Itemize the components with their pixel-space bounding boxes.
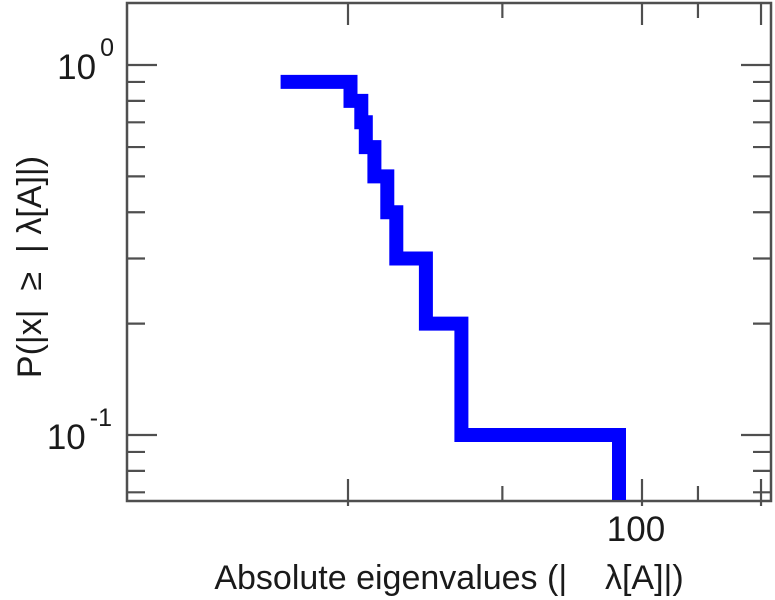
y-tick-label-1e0-base: 10 [57, 48, 97, 87]
y-tick-label-1e-1: 10 -1 [46, 406, 112, 457]
x-tick-label-100: 100 [606, 510, 666, 549]
plot-frame [125, 1, 773, 503]
ccdf-curve [280, 74, 626, 500]
y-tick-label-1e-1-exponent: -1 [89, 404, 112, 432]
y-tick-label-1e0: 10 0 [57, 36, 114, 87]
y-tick-label-1e0-exponent: 0 [100, 34, 114, 62]
x-axis-title: Absolute eigenvalues (| λ[A]|) [214, 559, 684, 597]
y-axis-title: P(|x| ≥ | λ[A]|) [11, 155, 49, 379]
y-tick-label-1e-1-base: 10 [46, 418, 86, 457]
